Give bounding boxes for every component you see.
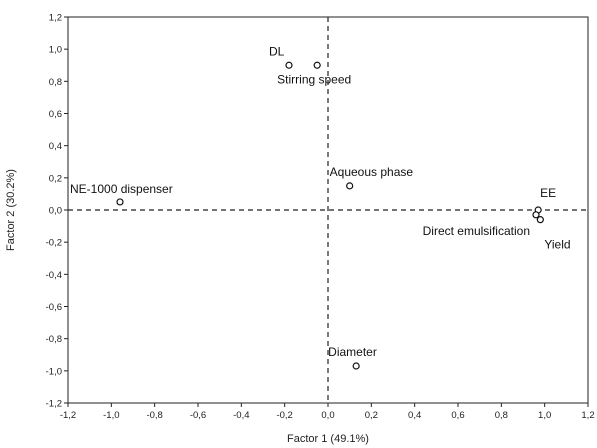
- x-tick-label: 0,2: [365, 410, 378, 421]
- point-yield: [536, 216, 544, 224]
- y-tick-label: 1,2: [49, 13, 62, 24]
- y-tick-label: 0,2: [49, 173, 62, 184]
- x-tick-label: 0,4: [408, 410, 421, 421]
- x-tick-label: 1,0: [538, 410, 551, 421]
- point-label-stirring-speed: Stirring speed: [277, 72, 351, 86]
- point-diameter: [352, 362, 360, 370]
- x-tick-label: -0,8: [146, 410, 162, 421]
- y-tick-label: -0,2: [46, 238, 62, 249]
- y-axis-title: Factor 2 (30.2%): [5, 169, 17, 251]
- point-label-yield: Yield: [544, 238, 570, 252]
- x-tick-label: -0,4: [233, 410, 249, 421]
- y-tick-label: 1,0: [49, 45, 62, 56]
- point-label-aqueous-phase: Aqueous phase: [330, 165, 414, 179]
- point-label-direct-emulsification: Direct emulsification: [423, 224, 530, 238]
- y-tick-label: 0,8: [49, 77, 62, 88]
- x-tick-label: 0,6: [451, 410, 464, 421]
- point-label-diameter: Diameter: [328, 345, 377, 359]
- y-axis-ticks: 1,2 1,0 0,8 0,6 0,4 0,2 0,0 -0,2 -0,4 -0,6 -0,8 -1,…: [46, 13, 68, 410]
- y-tick-label: -1,0: [46, 366, 62, 377]
- point-stirring-speed: [313, 61, 321, 69]
- y-tick-label: 0,0: [49, 206, 62, 217]
- x-axis-ticks: -1,2 -1,0 -0,8 -0,6 -0,4 -0,2 0,0 0,2 0,4 0,6 0,8 1…: [60, 403, 595, 421]
- y-tick-label: -1,2: [46, 399, 62, 410]
- x-tick-label: -1,0: [103, 410, 119, 421]
- x-tick-label: 0,8: [495, 410, 508, 421]
- x-tick-label: 0,0: [321, 410, 334, 421]
- x-tick-label: 1,2: [581, 410, 594, 421]
- y-tick-label: -0,6: [46, 302, 62, 313]
- y-tick-label: 0,4: [49, 141, 62, 152]
- point-direct-emulsification: [532, 211, 540, 219]
- y-tick-label: -0,8: [46, 334, 62, 345]
- y-tick-label: 0,6: [49, 109, 62, 120]
- point-dl: [285, 61, 293, 69]
- x-tick-label: -1,2: [60, 410, 76, 421]
- y-tick-label: -0,4: [46, 270, 62, 281]
- point-label-ee: EE: [540, 186, 556, 200]
- x-axis-title: Factor 1 (49.1%): [287, 433, 369, 445]
- point-label-dl: DL: [269, 44, 285, 58]
- point-label-ne-1000-dispenser: NE-1000 dispenser: [70, 182, 173, 196]
- x-tick-label: -0,6: [190, 410, 206, 421]
- point-aqueous-phase: [346, 182, 354, 190]
- point-ne-1000-dispenser: [116, 198, 124, 206]
- data-points: DL Stirring speed Aqueous phase NE-1000 dis…: [70, 44, 571, 370]
- x-tick-label: -0,2: [276, 410, 292, 421]
